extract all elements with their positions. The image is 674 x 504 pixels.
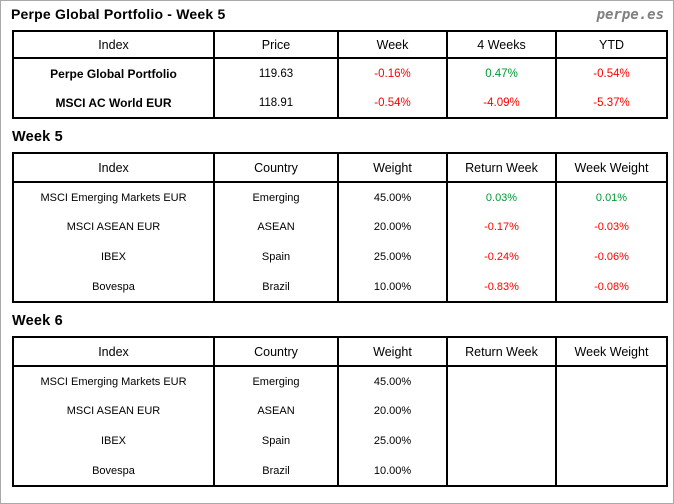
- week-return-cell: -0.54%: [337, 88, 448, 118]
- week-weight-cell: -0.06%: [555, 242, 668, 272]
- week-weight-cell: [555, 366, 668, 396]
- week5-table: Index Country Weight Return Week Week We…: [12, 152, 668, 303]
- week6-heading: Week 6: [12, 313, 63, 329]
- index-cell: MSCI ASEAN EUR: [12, 212, 215, 242]
- week-weight-cell: [555, 426, 668, 456]
- table-row: MSCI AC World EUR 118.91 -0.54% -4.09% -…: [12, 88, 668, 118]
- week-weight-cell: 0.01%: [555, 182, 668, 212]
- brand-logo: perpe.es: [596, 7, 664, 23]
- return-week-cell: [446, 396, 557, 426]
- weight-cell: 45.00%: [337, 182, 448, 212]
- table-row: IBEX Spain 25.00%: [12, 426, 668, 456]
- week5-heading: Week 5: [12, 129, 63, 145]
- index-cell: MSCI AC World EUR: [12, 88, 215, 118]
- weight-cell: 25.00%: [337, 426, 448, 456]
- table-row: Perpe Global Portfolio 119.63 -0.16% 0.4…: [12, 58, 668, 88]
- price-cell: 118.91: [213, 88, 339, 118]
- column-header-4weeks: 4 Weeks: [446, 30, 557, 59]
- week6-table: Index Country Weight Return Week Week We…: [12, 336, 668, 487]
- week6-header-row: Index Country Weight Return Week Week We…: [12, 336, 668, 367]
- column-header-weight: Weight: [337, 336, 448, 367]
- return-week-cell: -0.83%: [446, 272, 557, 302]
- column-header-week-weight: Week Weight: [555, 152, 668, 183]
- week-weight-cell: [555, 396, 668, 426]
- week-weight-cell: -0.03%: [555, 212, 668, 242]
- column-header-return-week: Return Week: [446, 336, 557, 367]
- weight-cell: 25.00%: [337, 242, 448, 272]
- week5-header-row: Index Country Weight Return Week Week We…: [12, 152, 668, 183]
- week-weight-cell: -0.08%: [555, 272, 668, 302]
- return-week-cell: -0.24%: [446, 242, 557, 272]
- index-cell: MSCI ASEAN EUR: [12, 396, 215, 426]
- column-header-return-week: Return Week: [446, 152, 557, 183]
- index-cell: IBEX: [12, 426, 215, 456]
- index-cell: Bovespa: [12, 272, 215, 302]
- table-row: MSCI ASEAN EUR ASEAN 20.00%: [12, 396, 668, 426]
- return-week-cell: 0.03%: [446, 182, 557, 212]
- ytd-return-cell: -0.54%: [555, 58, 668, 88]
- table-row: Bovespa Brazil 10.00%: [12, 456, 668, 486]
- table-row: IBEX Spain 25.00% -0.24% -0.06%: [12, 242, 668, 272]
- weight-cell: 20.00%: [337, 212, 448, 242]
- ytd-return-cell: -5.37%: [555, 88, 668, 118]
- return-week-cell: -0.17%: [446, 212, 557, 242]
- country-cell: ASEAN: [213, 396, 339, 426]
- summary-table: Index Price Week 4 Weeks YTD Perpe Globa…: [12, 30, 668, 119]
- country-cell: Spain: [213, 426, 339, 456]
- column-header-price: Price: [213, 30, 339, 59]
- column-header-index: Index: [12, 30, 215, 59]
- page-title: Perpe Global Portfolio - Week 5: [11, 6, 226, 22]
- column-header-index: Index: [12, 152, 215, 183]
- country-cell: Brazil: [213, 272, 339, 302]
- index-cell: MSCI Emerging Markets EUR: [12, 366, 215, 396]
- return-week-cell: [446, 426, 557, 456]
- country-cell: Brazil: [213, 456, 339, 486]
- column-header-week-weight: Week Weight: [555, 336, 668, 367]
- column-header-index: Index: [12, 336, 215, 367]
- return-week-cell: [446, 456, 557, 486]
- weight-cell: 10.00%: [337, 456, 448, 486]
- column-header-weight: Weight: [337, 152, 448, 183]
- column-header-country: Country: [213, 336, 339, 367]
- column-header-ytd: YTD: [555, 30, 668, 59]
- week-weight-cell: [555, 456, 668, 486]
- index-cell: Perpe Global Portfolio: [12, 58, 215, 88]
- summary-header-row: Index Price Week 4 Weeks YTD: [12, 30, 668, 59]
- weight-cell: 45.00%: [337, 366, 448, 396]
- weight-cell: 10.00%: [337, 272, 448, 302]
- titlebar: Perpe Global Portfolio - Week 5 perpe.es: [11, 6, 664, 30]
- weight-cell: 20.00%: [337, 396, 448, 426]
- country-cell: Emerging: [213, 182, 339, 212]
- country-cell: Emerging: [213, 366, 339, 396]
- index-cell: IBEX: [12, 242, 215, 272]
- table-row: Bovespa Brazil 10.00% -0.83% -0.08%: [12, 272, 668, 302]
- column-header-week: Week: [337, 30, 448, 59]
- index-cell: Bovespa: [12, 456, 215, 486]
- table-row: MSCI Emerging Markets EUR Emerging 45.00…: [12, 366, 668, 396]
- column-header-country: Country: [213, 152, 339, 183]
- country-cell: ASEAN: [213, 212, 339, 242]
- report-page: Perpe Global Portfolio - Week 5 perpe.es…: [1, 1, 673, 487]
- country-cell: Spain: [213, 242, 339, 272]
- return-week-cell: [446, 366, 557, 396]
- index-cell: MSCI Emerging Markets EUR: [12, 182, 215, 212]
- four-weeks-return-cell: -4.09%: [446, 88, 557, 118]
- table-row: MSCI Emerging Markets EUR Emerging 45.00…: [12, 182, 668, 212]
- price-cell: 119.63: [213, 58, 339, 88]
- table-row: MSCI ASEAN EUR ASEAN 20.00% -0.17% -0.03…: [12, 212, 668, 242]
- four-weeks-return-cell: 0.47%: [446, 58, 557, 88]
- week-return-cell: -0.16%: [337, 58, 448, 88]
